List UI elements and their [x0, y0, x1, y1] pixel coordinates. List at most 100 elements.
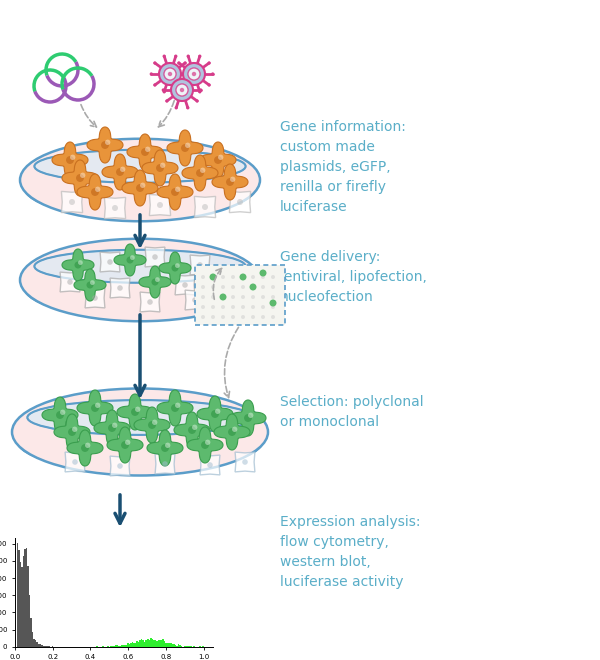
Bar	[170, 643, 172, 647]
Bar	[119, 645, 121, 647]
Bar	[158, 640, 159, 647]
Circle shape	[192, 297, 198, 303]
Polygon shape	[174, 412, 210, 448]
Bar	[20, 562, 21, 647]
Circle shape	[171, 188, 179, 196]
Circle shape	[164, 68, 176, 80]
Circle shape	[232, 426, 238, 432]
Circle shape	[261, 275, 265, 279]
Circle shape	[251, 275, 255, 279]
Bar	[153, 640, 155, 647]
Circle shape	[175, 71, 178, 74]
Text: Expression analysis:
flow cytometry,
western blot,
luciferase activity: Expression analysis: flow cytometry, wes…	[280, 515, 421, 589]
Circle shape	[187, 73, 190, 76]
Polygon shape	[62, 249, 94, 281]
Circle shape	[242, 459, 248, 465]
Circle shape	[173, 73, 177, 76]
Circle shape	[197, 262, 203, 268]
Bar	[163, 639, 164, 647]
Circle shape	[211, 73, 214, 76]
Circle shape	[175, 187, 181, 192]
Polygon shape	[145, 247, 165, 267]
Polygon shape	[140, 292, 160, 312]
Circle shape	[186, 106, 190, 110]
Circle shape	[251, 285, 255, 289]
Circle shape	[181, 144, 189, 152]
Circle shape	[141, 148, 149, 156]
Circle shape	[46, 54, 78, 86]
Circle shape	[72, 459, 78, 465]
Bar	[26, 548, 27, 647]
Circle shape	[221, 315, 225, 319]
Bar	[130, 643, 131, 647]
Bar	[155, 640, 156, 647]
Bar	[147, 638, 149, 647]
Bar	[173, 644, 175, 647]
Ellipse shape	[34, 249, 245, 282]
Circle shape	[260, 269, 266, 277]
Circle shape	[62, 68, 94, 100]
Circle shape	[112, 422, 118, 428]
Polygon shape	[212, 164, 248, 200]
Circle shape	[201, 441, 209, 449]
Circle shape	[261, 315, 265, 319]
Bar	[23, 556, 24, 647]
Circle shape	[135, 407, 140, 412]
Ellipse shape	[12, 389, 268, 475]
Circle shape	[176, 84, 188, 96]
Circle shape	[261, 285, 265, 289]
Circle shape	[221, 275, 225, 279]
Circle shape	[198, 55, 202, 58]
Circle shape	[86, 281, 94, 288]
Ellipse shape	[20, 239, 260, 321]
Circle shape	[175, 263, 180, 268]
Circle shape	[165, 100, 169, 103]
Bar	[131, 642, 133, 647]
Bar	[29, 595, 31, 647]
Circle shape	[121, 441, 129, 449]
Polygon shape	[52, 142, 88, 178]
Circle shape	[188, 68, 200, 80]
Polygon shape	[110, 278, 130, 298]
Bar	[176, 646, 178, 647]
Circle shape	[163, 55, 166, 58]
Bar	[161, 640, 163, 647]
Bar	[159, 640, 161, 647]
Circle shape	[175, 106, 178, 110]
Circle shape	[120, 166, 125, 172]
Polygon shape	[102, 154, 138, 190]
Circle shape	[231, 285, 235, 289]
Circle shape	[251, 295, 255, 299]
Circle shape	[105, 140, 110, 145]
Circle shape	[198, 90, 202, 94]
Circle shape	[80, 173, 85, 178]
Polygon shape	[182, 155, 218, 191]
Polygon shape	[122, 170, 158, 206]
Circle shape	[231, 275, 235, 279]
Circle shape	[107, 259, 113, 265]
Circle shape	[192, 72, 196, 76]
Bar	[139, 640, 141, 647]
Circle shape	[117, 463, 123, 469]
Ellipse shape	[20, 139, 260, 221]
Polygon shape	[230, 400, 266, 436]
Polygon shape	[54, 414, 90, 450]
Circle shape	[91, 404, 99, 412]
Polygon shape	[235, 452, 255, 472]
Polygon shape	[77, 174, 113, 210]
Bar	[166, 643, 167, 647]
Bar	[152, 639, 153, 647]
Circle shape	[92, 295, 98, 301]
Circle shape	[116, 168, 124, 176]
Polygon shape	[142, 150, 178, 186]
Circle shape	[244, 414, 252, 422]
Circle shape	[174, 90, 178, 94]
Circle shape	[147, 299, 153, 305]
Polygon shape	[62, 160, 98, 196]
Polygon shape	[208, 270, 228, 290]
Circle shape	[101, 141, 109, 149]
Circle shape	[136, 184, 144, 192]
Bar	[24, 549, 26, 647]
Bar	[44, 645, 46, 647]
Circle shape	[188, 426, 196, 434]
